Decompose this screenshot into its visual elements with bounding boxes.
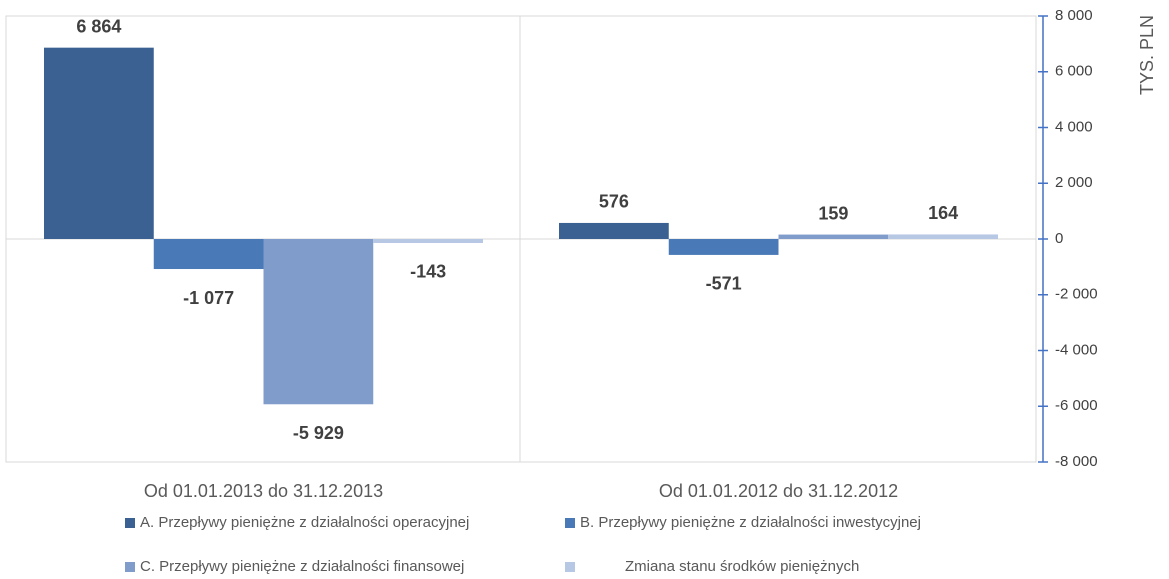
y-tick-label: -4 000 [1055,341,1098,358]
bar [373,239,483,243]
y-tick-label: -2 000 [1055,286,1098,303]
data-label: -5 929 [293,423,344,443]
legend-swatch [565,562,575,572]
data-label: 159 [818,203,848,223]
bar [263,239,374,405]
legend-label: Zmiana stanu środków pieniężnych [625,558,859,575]
y-tick-label: -6 000 [1055,397,1098,414]
bar [44,47,154,239]
bar [888,234,998,239]
data-label: 6 864 [76,16,121,36]
legend-swatch [565,518,575,528]
data-label: 164 [928,203,958,223]
y-axis-label: TYS. PLN [1137,15,1157,95]
y-tick-label: 2 000 [1055,174,1093,191]
data-label: -143 [410,262,446,282]
y-tick-label: 6 000 [1055,63,1093,80]
bar [778,234,889,239]
legend-label: C. Przepływy pieniężne z działalności fi… [140,558,464,575]
legend-label: A. Przepływy pieniężne z działalności op… [140,514,469,531]
legend-swatch [125,518,135,528]
y-tick-label: -8 000 [1055,453,1098,470]
legend-label: B. Przepływy pieniężne z działalności in… [580,514,921,531]
x-tick-label: Od 01.01.2013 do 31.12.2013 [144,481,383,501]
bar [153,239,264,270]
y-tick-label: 4 000 [1055,118,1093,135]
data-label: 576 [599,192,629,212]
y-tick-label: 0 [1055,230,1063,247]
data-label: -1 077 [183,288,234,308]
y-tick-label: 8 000 [1055,7,1093,24]
bar [668,239,779,255]
bar [559,222,669,239]
x-tick-label: Od 01.01.2012 do 31.12.2012 [659,481,898,501]
legend-swatch [125,562,135,572]
data-label: -571 [706,274,742,294]
